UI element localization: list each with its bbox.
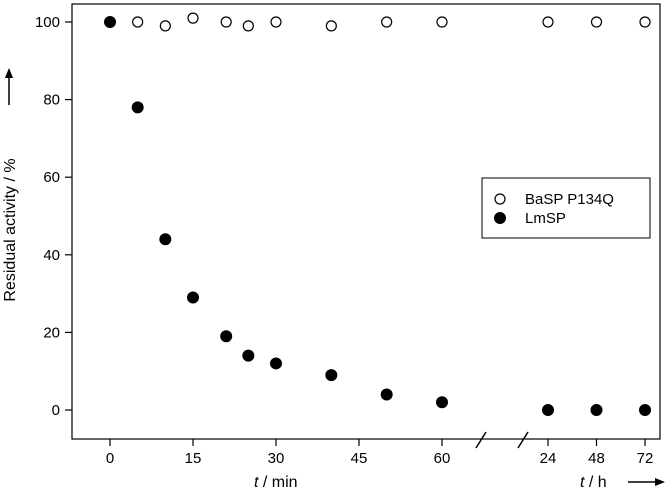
x-tick-label: 48 bbox=[588, 450, 605, 467]
x-axis-title-min: t / min bbox=[254, 474, 298, 491]
x-tick-label: 0 bbox=[106, 450, 114, 467]
point-basp-p134q bbox=[542, 16, 554, 28]
axis-break-mark bbox=[475, 431, 529, 449]
y-tick-label: 20 bbox=[43, 324, 60, 341]
point-basp-p134q bbox=[187, 12, 199, 24]
x-tick-label: 45 bbox=[351, 450, 368, 467]
point-basp-p134q bbox=[242, 20, 254, 32]
y-axis-ticks: 0 20 40 60 80 100 bbox=[35, 14, 72, 419]
point-basp-p134q bbox=[220, 16, 232, 28]
x-axis-arrow bbox=[628, 478, 665, 486]
legend-box bbox=[481, 177, 651, 239]
point-basp-p134q bbox=[270, 16, 282, 28]
point-basp-p134q bbox=[639, 16, 651, 28]
x-tick-label: 60 bbox=[434, 450, 451, 467]
point-lmsp bbox=[131, 101, 144, 114]
x-axis-ticks: 0 15 30 45 60 24 48 72 bbox=[106, 439, 654, 467]
point-lmsp bbox=[590, 404, 603, 416]
point-lmsp bbox=[436, 396, 448, 409]
legend-marker-lmsp bbox=[494, 212, 506, 224]
y-axis-title: Residual activity / % bbox=[2, 158, 19, 301]
legend: BaSP P134Q LmSP bbox=[481, 177, 651, 239]
point-lmsp bbox=[639, 404, 651, 416]
point-lmsp bbox=[325, 369, 338, 382]
x-tick-label: 72 bbox=[637, 450, 654, 467]
point-lmsp bbox=[380, 388, 393, 401]
point-lmsp bbox=[542, 404, 554, 416]
point-lmsp bbox=[270, 357, 282, 370]
point-lmsp bbox=[159, 233, 172, 246]
point-lmsp bbox=[220, 330, 233, 343]
plot-frame bbox=[71, 3, 661, 440]
y-tick-label: 80 bbox=[43, 92, 60, 109]
y-tick-label: 40 bbox=[43, 247, 60, 264]
y-axis-arrow bbox=[5, 68, 13, 105]
point-basp-p134q bbox=[436, 16, 448, 28]
point-basp-p134q bbox=[325, 20, 337, 32]
y-tick-label: 60 bbox=[43, 169, 60, 186]
y-tick-label: 100 bbox=[35, 14, 60, 31]
legend-label-lmsp: LmSP bbox=[525, 210, 566, 227]
x-tick-label: 30 bbox=[268, 450, 285, 467]
point-basp-p134q bbox=[159, 20, 171, 32]
x-tick-label: 15 bbox=[185, 450, 202, 467]
legend-label-basp-p134q: BaSP P134Q bbox=[525, 191, 614, 208]
point-lmsp bbox=[104, 16, 116, 28]
point-basp-p134q bbox=[132, 16, 144, 28]
point-basp-p134q bbox=[590, 16, 603, 28]
legend-marker-basp-p134q bbox=[494, 193, 506, 205]
x-tick-label: 24 bbox=[540, 450, 557, 467]
point-lmsp bbox=[242, 349, 255, 362]
y-tick-label: 0 bbox=[52, 402, 60, 419]
point-basp-p134q bbox=[381, 16, 393, 28]
data-points bbox=[104, 12, 651, 416]
point-lmsp bbox=[187, 291, 199, 304]
x-axis-title-h: t / h bbox=[580, 474, 607, 491]
